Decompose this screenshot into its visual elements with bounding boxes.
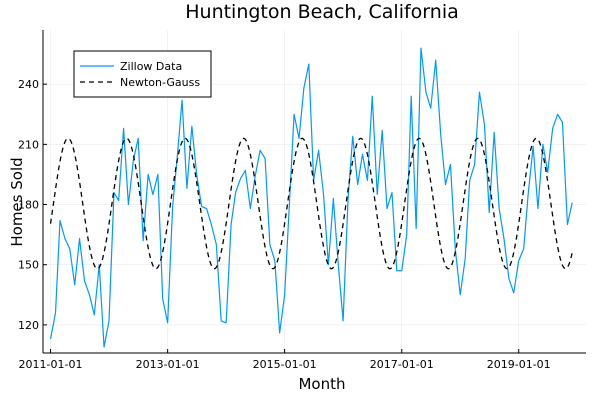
y-tick-label: 210: [18, 138, 39, 151]
y-tick-label: 150: [18, 259, 39, 272]
chart-title: Huntington Beach, California: [185, 1, 459, 23]
x-tick-label: 2017-01-01: [370, 358, 434, 371]
series-line-newton-gauss: [49, 137, 573, 270]
legend-label: Newton-Gauss: [120, 76, 200, 89]
series-line-zillow-data: [49, 47, 573, 348]
x-tick-label: 2013-01-01: [136, 358, 200, 371]
x-axis-label: Month: [298, 375, 345, 393]
y-tick-label: 120: [18, 319, 39, 332]
y-axis-label: Homes Sold: [8, 157, 26, 246]
x-tick-label: 2011-01-01: [19, 358, 83, 371]
legend-box: [73, 50, 212, 98]
legend-label: Zillow Data: [120, 60, 182, 73]
x-tick-label: 2019-01-01: [487, 358, 551, 371]
y-tick-label: 180: [18, 199, 39, 212]
y-tick-label: 240: [18, 78, 39, 91]
x-tick-label: 2015-01-01: [253, 358, 317, 371]
